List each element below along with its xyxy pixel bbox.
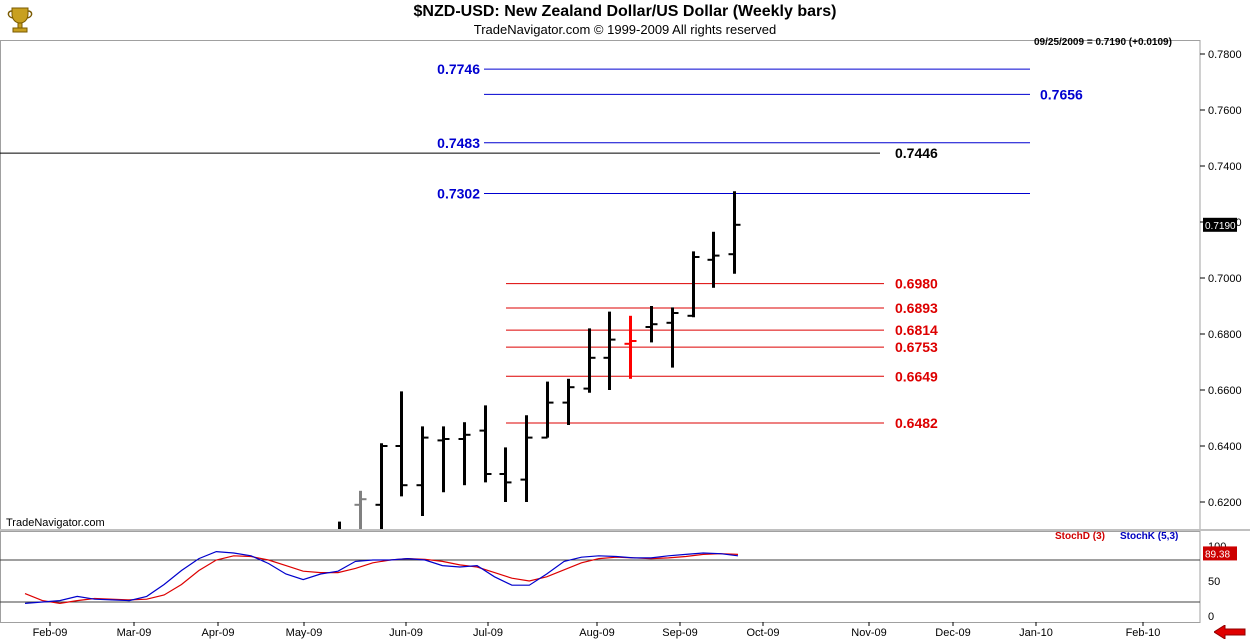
y-tick-label: 0.6600 [1208,385,1242,397]
x-tick-label: Aug-09 [579,627,614,639]
y-tick-label: 0.7400 [1208,161,1242,173]
y-tick-label: 0.6200 [1208,497,1242,509]
x-tick-label: Feb-10 [1126,627,1161,639]
level-label: 0.6649 [895,368,938,384]
legend-stochd: StochD (3) [1055,531,1105,542]
y-tick-label: 0.6400 [1208,441,1242,453]
x-tick-label: Apr-09 [201,627,234,639]
chart-subtitle: TradeNavigator.com © 1999-2009 All right… [473,22,777,37]
x-tick-label: Jul-09 [473,627,503,639]
level-label: 0.6814 [895,322,938,338]
stoch-series-line [24,550,739,604]
level-label: 0.7302 [437,185,480,201]
x-tick-label: May-09 [286,627,323,639]
x-tick-label: Mar-09 [117,627,152,639]
x-tick-label: Oct-09 [746,627,779,639]
last-price-tag [1203,217,1237,232]
x-tick-label: Nov-09 [851,627,886,639]
x-tick-label: Jan-10 [1019,627,1053,639]
x-tick-label: Feb-09 [33,627,68,639]
y-tick-label: 0.7000 [1208,273,1242,285]
level-label: 0.7656 [1040,86,1083,102]
stoch-tick-label: 0 [1208,611,1214,623]
level-label: 0.6980 [895,276,938,292]
stoch-tick-label: 50 [1208,576,1220,588]
y-tick-label: 0.6800 [1208,329,1242,341]
stoch-series-line [24,553,739,605]
stoch-last-label: 89.38 [1205,549,1230,560]
y-tick-label: 0.7600 [1208,105,1242,117]
red-left-arrow-icon[interactable] [1213,624,1246,640]
trophy-icon [4,4,36,36]
y-tick-label: 0.7800 [1208,49,1242,61]
chart-title: $NZD-USD: New Zealand Dollar/US Dollar (… [413,3,837,20]
level-label: 0.7483 [437,135,480,151]
x-tick-label: Jun-09 [389,627,423,639]
level-label: 0.6753 [895,339,938,355]
last-price-label: 0.7190 [1205,221,1236,232]
watermark: TradeNavigator.com [6,517,105,529]
last-quote: 09/25/2009 = 0.7190 (+0.0109) [1034,37,1172,48]
level-label: 0.7446 [895,145,938,161]
oscillator-panel-frame [0,531,1201,623]
stoch-last-tag [1203,546,1237,561]
level-label: 0.7746 [437,61,480,77]
level-label: 0.6893 [895,300,938,316]
x-tick-label: Dec-09 [935,627,970,639]
x-tick-label: Sep-09 [662,627,697,639]
legend-stochk: StochK (5,3) [1120,531,1179,542]
price-panel-frame [0,40,1201,531]
level-label: 0.6482 [895,415,938,431]
